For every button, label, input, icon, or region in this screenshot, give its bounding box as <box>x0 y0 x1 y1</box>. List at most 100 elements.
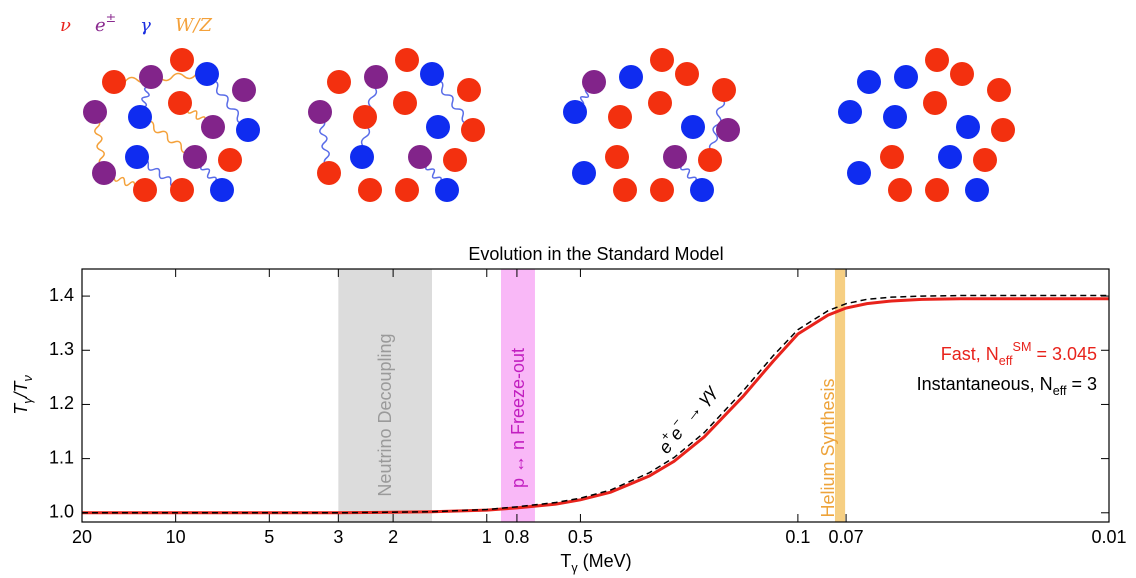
cluster <box>563 48 740 202</box>
text-part: /T <box>11 379 31 399</box>
particle <box>619 65 643 89</box>
text-part: eff <box>1053 384 1067 398</box>
particle <box>395 178 419 202</box>
particle <box>195 62 219 86</box>
particle <box>139 65 163 89</box>
cluster <box>83 48 260 202</box>
particle <box>420 62 444 86</box>
particle <box>925 48 949 72</box>
particle <box>232 78 256 102</box>
band-label: Neutrino Decoupling <box>375 333 395 496</box>
text-part: Instantaneous, N <box>917 374 1053 394</box>
y-tick-label: 1.0 <box>49 502 74 522</box>
particle <box>133 178 157 202</box>
particle <box>605 145 629 169</box>
particle <box>648 91 672 115</box>
particle <box>894 65 918 89</box>
particle <box>690 178 714 202</box>
particle <box>650 48 674 72</box>
particle <box>987 78 1011 102</box>
particle <box>883 105 907 129</box>
particle <box>308 100 332 124</box>
particle <box>168 91 192 115</box>
x-tick-label: 3 <box>333 527 343 547</box>
text-part: γ <box>21 397 35 404</box>
particle <box>358 178 382 202</box>
x-tick-label: 0.1 <box>785 527 810 547</box>
particle <box>973 148 997 172</box>
particle <box>681 115 705 139</box>
particle <box>956 115 980 139</box>
series-line <box>82 294 1109 514</box>
particle <box>675 62 699 86</box>
band-label: p ↔ n Freeze-out <box>508 348 528 488</box>
text-part: eff <box>999 354 1013 368</box>
x-tick-label: 0.8 <box>504 527 529 547</box>
band <box>338 269 432 522</box>
particle <box>461 118 485 142</box>
x-tick-label: 1 <box>482 527 492 547</box>
annotation: e+e− → γγ <box>652 378 721 457</box>
legend-entry: Fast, NeffSM = 3.045 <box>941 340 1097 368</box>
particle <box>350 145 374 169</box>
text-part: Fast, N <box>941 344 999 364</box>
particle <box>183 145 207 169</box>
particle <box>435 178 459 202</box>
particle <box>925 178 949 202</box>
particle-label: γ <box>140 15 151 36</box>
particle <box>582 70 606 94</box>
x-tick-label: 10 <box>166 527 186 547</box>
particle <box>170 48 194 72</box>
text-part: e <box>95 15 106 36</box>
particle <box>572 161 596 185</box>
x-tick-label: 5 <box>264 527 274 547</box>
x-tick-label: 0.07 <box>829 527 864 547</box>
y-tick-label: 1.3 <box>49 339 74 359</box>
particle <box>698 148 722 172</box>
text-part: (MeV) <box>578 551 632 571</box>
particle <box>650 178 674 202</box>
particle-legend: ν e± γ W/Z <box>60 10 213 36</box>
x-tick-label: 2 <box>388 527 398 547</box>
particle-label: W/Z <box>175 15 213 36</box>
particle <box>938 145 962 169</box>
particle <box>92 161 116 185</box>
particle-label: e± <box>95 10 116 36</box>
particle <box>170 178 194 202</box>
particle <box>716 118 740 142</box>
band <box>834 269 846 522</box>
particle <box>236 118 260 142</box>
particle <box>712 78 736 102</box>
particle <box>201 115 225 139</box>
band <box>501 269 535 522</box>
y-tick-label: 1.4 <box>49 285 74 305</box>
particle <box>102 70 126 94</box>
particle-clusters <box>83 48 1015 202</box>
particle <box>125 145 149 169</box>
particle <box>443 148 467 172</box>
chart-title: Evolution in the Standard Model <box>468 244 723 264</box>
particle <box>364 65 388 89</box>
text-part: T <box>11 402 31 415</box>
particle <box>457 78 481 102</box>
cluster <box>838 48 1015 202</box>
plot-frame <box>81 268 1110 523</box>
x-tick-label: 0.5 <box>568 527 593 547</box>
band-label: Helium Synthesis <box>818 378 838 517</box>
particle <box>950 62 974 86</box>
y-tick-label: 1.2 <box>49 393 74 413</box>
legend-entry: Instantaneous, Neff = 3 <box>917 374 1097 399</box>
particle <box>847 161 871 185</box>
particle <box>857 70 881 94</box>
particle <box>426 115 450 139</box>
cluster <box>308 48 485 202</box>
text-part: γ <box>571 561 578 575</box>
particle <box>965 178 989 202</box>
text-part: ± <box>106 10 117 25</box>
particle <box>83 100 107 124</box>
particle <box>210 178 234 202</box>
particle <box>608 105 632 129</box>
y-axis-label: Tγ/Tν <box>11 375 36 415</box>
particle <box>327 70 351 94</box>
